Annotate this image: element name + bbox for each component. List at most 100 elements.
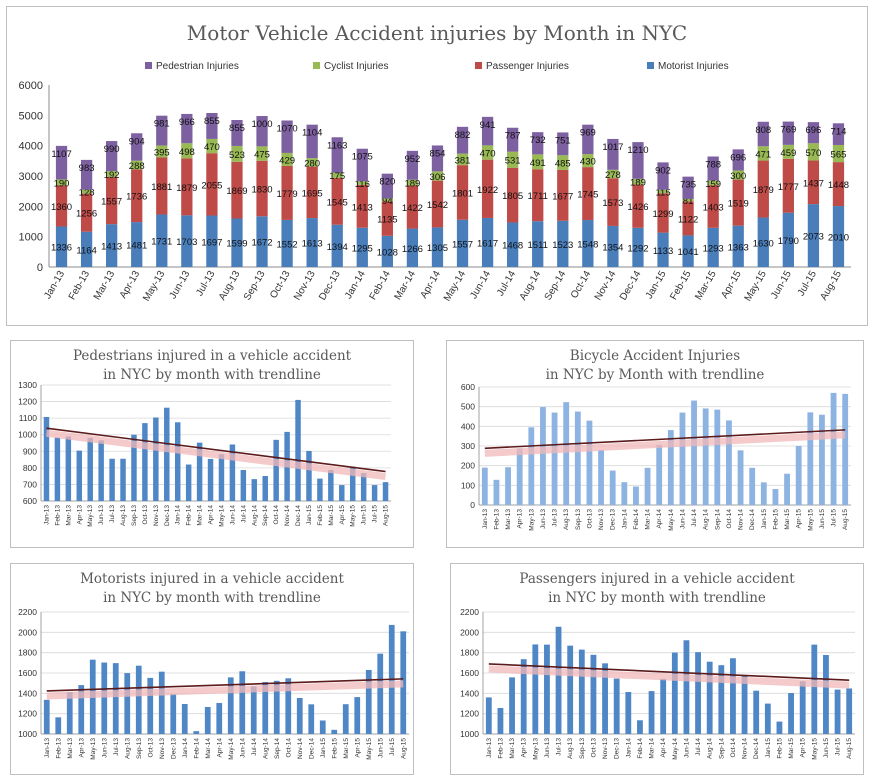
x-tick-label: Feb-15 [776, 738, 783, 759]
bar [218, 454, 225, 501]
bar-segment [131, 133, 143, 161]
bar-segment [131, 160, 143, 170]
main-stacked-chart: Motor Vehicle Accident injuries by Month… [19, 21, 851, 303]
bar-segment [55, 145, 68, 180]
bar-segment [131, 222, 143, 267]
bar-segment [55, 179, 68, 186]
bar-segment [181, 143, 193, 159]
x-tick-label: Jan-15 [761, 509, 768, 529]
data-label: 1107 [51, 149, 71, 160]
bar [788, 693, 794, 734]
x-tick-label: Jun-14 [683, 738, 690, 758]
data-label: 1557 [101, 197, 122, 208]
x-tick-label: Aug-14 [703, 509, 710, 530]
data-label: 1519 [728, 199, 749, 210]
data-label: 1293 [703, 243, 724, 254]
data-label: 1292 [627, 243, 648, 254]
data-label: 1210 [627, 145, 648, 156]
data-label: 735 [680, 180, 696, 191]
passenger-chart-panel: Passengers injured in a vehicle accident… [450, 563, 864, 775]
x-tick-label: Jan-14 [343, 269, 368, 301]
x-tick-label: Mar-13 [92, 269, 118, 302]
bar [78, 685, 85, 734]
data-label: 2055 [201, 180, 222, 191]
bar-segment [607, 225, 619, 267]
bar [621, 482, 628, 505]
data-label: 189 [404, 179, 420, 190]
data-label: 1830 [251, 185, 272, 196]
x-tick-label: Jun-15 [769, 269, 794, 301]
data-label: 565 [831, 150, 847, 161]
x-tick-label: Jul-13 [113, 738, 120, 756]
bar [602, 663, 608, 734]
y-tick-label: 1800 [18, 648, 37, 658]
x-tick-label: Oct-14 [285, 738, 292, 758]
data-label: 115 [655, 187, 670, 198]
data-label: 1413 [101, 242, 122, 253]
x-tick-label: Sep-14 [543, 269, 569, 303]
bar [749, 467, 756, 505]
bar-segment [231, 145, 243, 162]
pedestrian-chart: Pedestrians injured in a vehicle acciden… [18, 348, 391, 527]
x-tick-label: Aug-14 [518, 269, 544, 303]
data-label: 1801 [452, 188, 473, 199]
bar [842, 393, 849, 505]
x-tick-label: Dec-13 [170, 738, 177, 759]
y-tick-label: 200 [461, 461, 475, 471]
data-label: 471 [755, 149, 771, 160]
data-label: 1879 [176, 183, 197, 194]
bar-segment [281, 120, 293, 153]
x-tick-label: Apr-14 [208, 505, 215, 525]
x-tick-label: Oct-14 [726, 509, 733, 529]
data-label: 1695 [302, 188, 323, 199]
x-tick-label: Feb-15 [668, 269, 694, 302]
data-label: 732 [530, 135, 546, 146]
bar [609, 470, 616, 505]
x-tick-label: Jan-14 [175, 505, 182, 525]
y-tick-label: 5000 [19, 110, 43, 122]
bar-segment [206, 153, 218, 216]
bar-segment [782, 158, 794, 213]
bar [625, 692, 632, 734]
bar-segment [306, 166, 318, 219]
bar [702, 408, 709, 505]
bar [65, 436, 72, 501]
x-tick-label: Sep-14 [262, 505, 269, 526]
x-tick-label: Jan-15 [644, 269, 669, 301]
x-tick-label: Jan-13 [482, 509, 489, 529]
bar [633, 486, 639, 505]
bar [741, 675, 748, 734]
bar-segment [431, 227, 444, 267]
bar [811, 644, 818, 734]
x-tick-label: Aug-14 [707, 738, 714, 759]
chart-title-line: in NYC by Month with trendline [546, 367, 765, 383]
x-tick-label: Jan-14 [625, 738, 632, 758]
data-label: 969 [580, 128, 596, 139]
legend-swatch [475, 62, 482, 69]
bar-segment [632, 178, 644, 185]
data-label: 116 [355, 179, 370, 190]
bar-segment [707, 156, 719, 181]
x-tick-label: Sep-14 [718, 738, 725, 759]
y-tick-label: 1000 [19, 232, 43, 244]
bar [142, 423, 148, 501]
bar [683, 640, 690, 734]
y-tick-label: 1200 [18, 709, 37, 719]
x-tick-label: Jul-14 [695, 738, 702, 756]
x-tick-label: Jun-13 [544, 738, 551, 758]
data-label: 470 [480, 149, 496, 160]
bar-segment [707, 185, 719, 228]
data-label: 1790 [778, 236, 799, 247]
x-tick-label: Oct-13 [586, 509, 593, 529]
bar-segment [632, 227, 644, 267]
data-label: 1557 [452, 239, 473, 250]
x-tick-label: Jul-13 [109, 505, 116, 523]
bar-segment [507, 222, 519, 267]
bar-segment [532, 132, 544, 155]
y-tick-label: 1000 [18, 729, 37, 739]
bar-segment [55, 185, 68, 227]
x-tick-label: Apr-15 [339, 505, 346, 525]
data-label: 1360 [51, 202, 72, 213]
x-tick-label: Sep-14 [714, 509, 721, 530]
trendline-glow [484, 431, 846, 457]
